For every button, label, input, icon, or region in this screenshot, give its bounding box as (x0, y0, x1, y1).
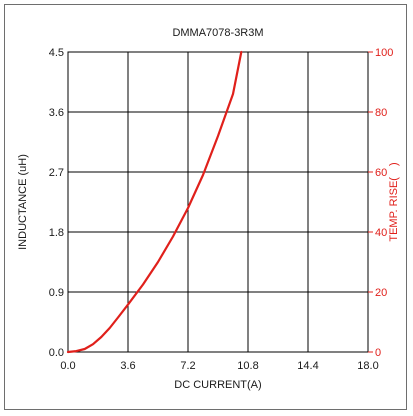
grid (68, 52, 368, 352)
series-group (66, 50, 243, 354)
y2-tick-label: 60 (375, 167, 387, 179)
x-tick-label: 0.0 (60, 360, 75, 372)
y-tick-label: 1.8 (49, 227, 64, 239)
y-tick-label: 2.7 (49, 167, 64, 179)
plot-area-border (67, 51, 369, 353)
x-tick-label: 3.6 (120, 360, 135, 372)
chart-frame (4, 4, 407, 410)
y2-tick-label: 100 (375, 47, 393, 59)
y2-axis-label: TEMP. RISE( ) (388, 162, 400, 241)
y-tick-label: 0.9 (49, 287, 64, 299)
x-tick-label: 14.4 (297, 360, 318, 372)
axis-ticks: 0.0 3.6 7.2 10.8 14.4 18.0 0.0 0 0.9 20 1.8 40 2.7 60… (49, 47, 394, 372)
x-tick-label: 10.8 (237, 360, 258, 372)
y2-tick-label: 0 (375, 347, 381, 359)
y2-tick-label: 40 (375, 227, 387, 239)
x-tick-label: 7.2 (180, 360, 195, 372)
y-axis-label: INDUCTANCE (uH) (17, 154, 29, 250)
x-axis-label: DC CURRENT(A) (174, 379, 261, 391)
y-tick-label: 4.5 (49, 47, 64, 59)
chart-title: DMMA7078-3R3M (172, 27, 263, 39)
series-line-temp-rise (66, 50, 243, 354)
y2-tick-label: 80 (375, 107, 387, 119)
y-tick-label: 3.6 (49, 107, 64, 119)
y-tick-label: 0.0 (49, 347, 64, 359)
y2-tick-label: 20 (375, 287, 387, 299)
x-tick-label: 18.0 (357, 360, 378, 372)
